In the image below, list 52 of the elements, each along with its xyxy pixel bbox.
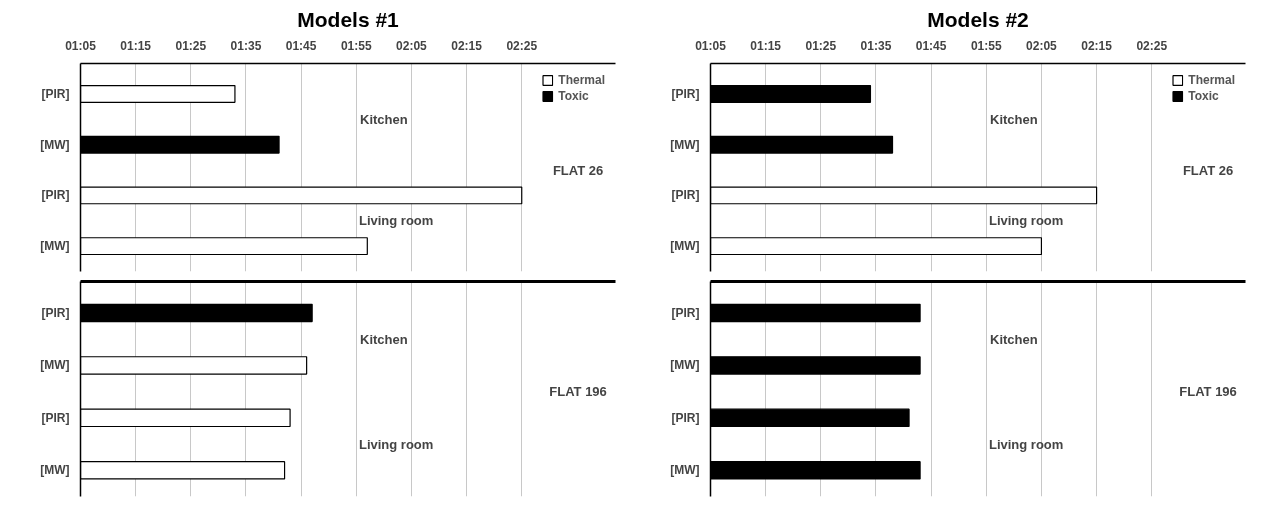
x-tick-label: 01:55: [340, 38, 372, 53]
annotation: FLAT 196: [1179, 384, 1237, 400]
annotation: FLAT 196: [549, 384, 607, 400]
x-tick-label: 01:15: [750, 38, 782, 53]
y-tick-label: [MW]: [670, 239, 700, 254]
annotation: Living room: [988, 436, 1064, 452]
x-tick-label: 02:25: [1136, 38, 1168, 53]
legend-label: Thermal: [1188, 73, 1235, 87]
y-tick-label: [PIR]: [41, 86, 70, 101]
y-tick-label: [MW]: [40, 239, 70, 254]
chart-title: Models #2: [927, 7, 1029, 31]
annotation: Kitchen: [990, 111, 1038, 127]
annotation: FLAT 26: [1182, 162, 1234, 178]
x-tick-label: 02:05: [396, 38, 428, 53]
annotation: Kitchen: [990, 331, 1038, 347]
chart-title: Models #1: [297, 7, 400, 31]
y-tick-label: [PIR]: [41, 305, 70, 320]
x-tick-label: 01:05: [695, 38, 727, 53]
x-tick-label: 02:15: [1081, 38, 1113, 53]
y-tick-label: [MW]: [40, 358, 70, 373]
y-tick-label: [PIR]: [41, 188, 70, 203]
x-tick-label: 01:25: [805, 38, 837, 53]
y-tick-label: [PIR]: [671, 86, 700, 101]
y-tick-label: [MW]: [40, 137, 70, 152]
x-tick-label: 01:05: [65, 38, 97, 53]
x-tick-label: 01:45: [285, 38, 317, 53]
annotation: Kitchen: [360, 111, 408, 127]
x-tick-label: 02:25: [506, 38, 538, 53]
y-tick-label: [PIR]: [671, 410, 700, 425]
y-tick-label: [MW]: [670, 358, 700, 373]
y-tick-label: [PIR]: [671, 305, 700, 320]
x-tick-label: 01:25: [175, 38, 207, 53]
y-tick-label: [PIR]: [41, 410, 70, 425]
annotation: Living room: [358, 213, 434, 229]
x-tick-label: 02:05: [1026, 38, 1058, 53]
x-tick-label: 01:35: [860, 38, 892, 53]
annotation: Kitchen: [360, 331, 408, 347]
annotation: Living room: [358, 436, 434, 452]
x-tick-label: 01:45: [915, 38, 947, 53]
legend-label: Toxic: [1188, 89, 1219, 103]
y-tick-label: [PIR]: [671, 188, 700, 203]
y-tick-label: [MW]: [670, 463, 700, 478]
y-tick-label: [MW]: [670, 137, 700, 152]
annotation: Living room: [988, 213, 1064, 229]
x-tick-label: 01:55: [970, 38, 1002, 53]
x-tick-label: 01:15: [120, 38, 152, 53]
x-tick-label: 01:35: [230, 38, 262, 53]
y-tick-label: [MW]: [40, 463, 70, 478]
x-tick-label: 02:15: [451, 38, 483, 53]
legend-label: Toxic: [558, 89, 589, 103]
legend-label: Thermal: [558, 73, 605, 87]
annotation: FLAT 26: [552, 162, 604, 178]
